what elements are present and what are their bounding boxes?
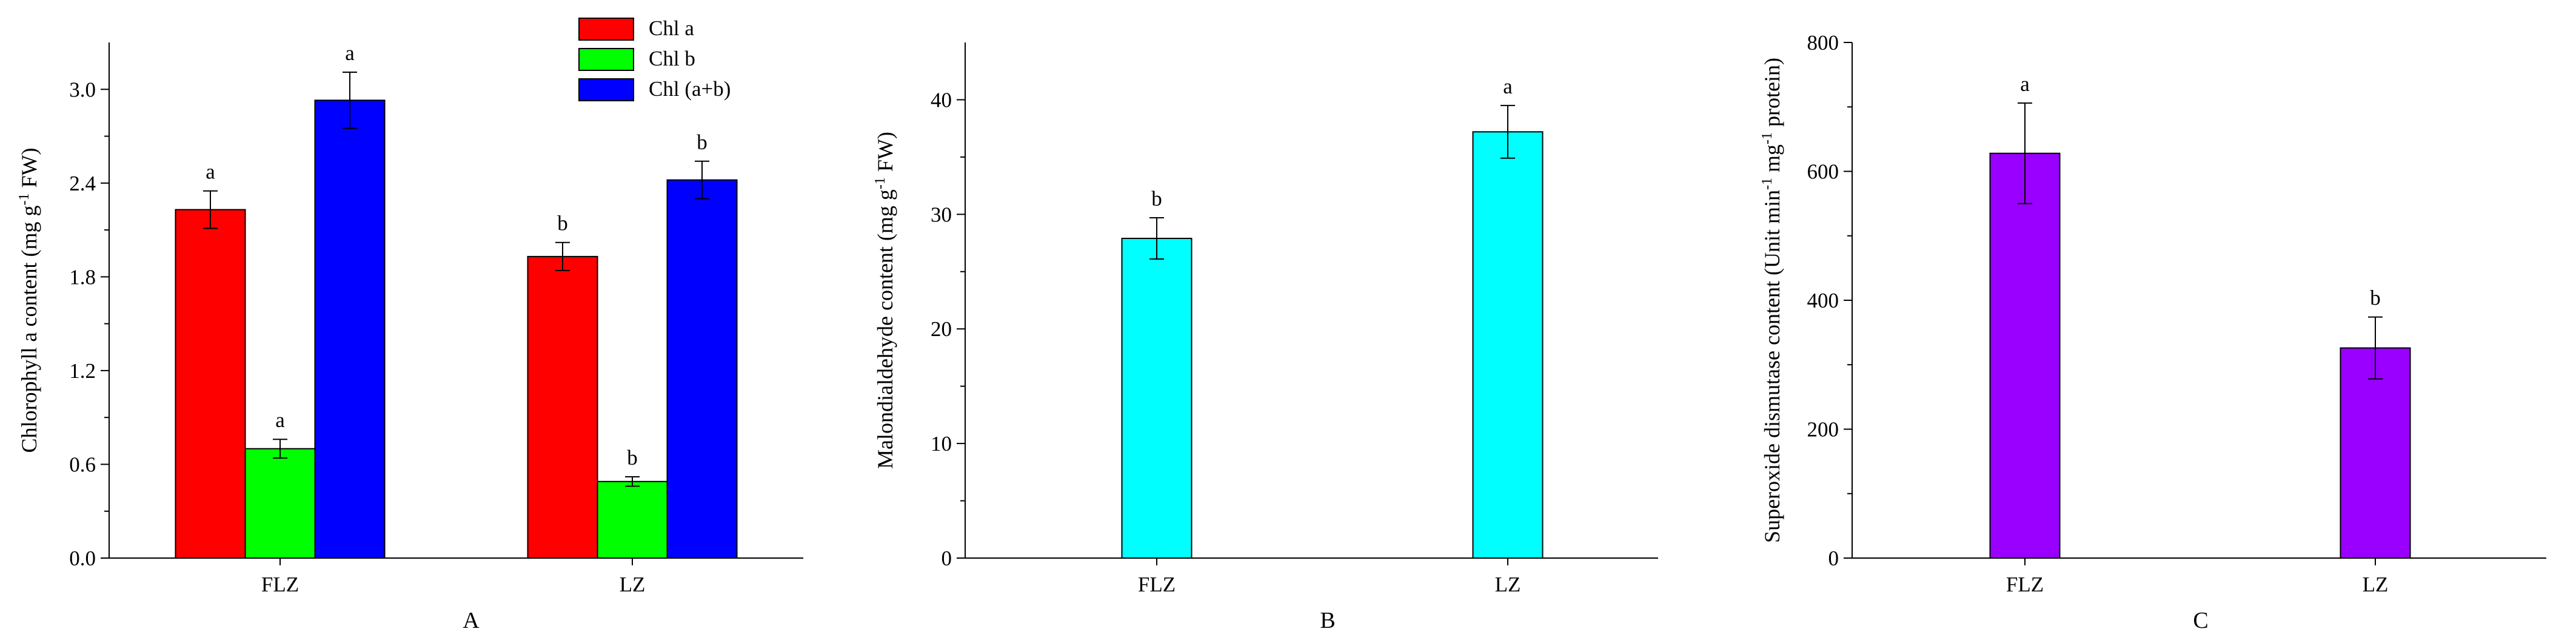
y-axis-title-part: Chlorophyll a content (mg g xyxy=(17,206,41,453)
bar xyxy=(1472,131,1544,559)
legend-swatch xyxy=(578,18,634,41)
significance-letter: b xyxy=(697,130,708,154)
y-axis-title-part: -1 xyxy=(1759,178,1775,190)
y-tick-label: 40 xyxy=(931,88,952,112)
y-axis-title-part: Malondialdehyde content (mg g xyxy=(873,189,897,469)
x-tick-label: FLZ xyxy=(1138,573,1176,596)
x-tick-label: FLZ xyxy=(2006,573,2044,596)
y-tick-label: 1.2 xyxy=(69,359,96,383)
y-axis-title-part: -1 xyxy=(872,177,888,189)
y-tick-label: 600 xyxy=(1807,160,1839,184)
panel-label: B xyxy=(1320,608,1335,633)
legend-swatch xyxy=(578,48,634,71)
y-axis-title-part: FW) xyxy=(873,132,897,177)
y-tick-label: 400 xyxy=(1807,289,1839,312)
y-tick-label: 1.8 xyxy=(69,265,96,289)
legend-swatch xyxy=(578,78,634,101)
y-axis-title-part: FW) xyxy=(17,148,41,194)
y-axis-title-part: mg xyxy=(1760,144,1784,178)
x-tick-label: LZ xyxy=(1495,573,1521,596)
legend: Chl a Chl b Chl (a+b) xyxy=(578,16,731,101)
x-tick-label: LZ xyxy=(2363,573,2389,596)
panel-a: 0.0 0.6 1.2 1.8 2.4 3.0 FLZ LZ A Chlorophyll a co… xyxy=(16,16,803,633)
legend-label: Chl b xyxy=(649,47,695,70)
bar xyxy=(175,209,246,559)
legend-label: Chl (a+b) xyxy=(649,77,731,101)
significance-letter: b xyxy=(1151,187,1162,210)
significance-letter: a xyxy=(345,41,355,65)
panel-label: A xyxy=(463,608,480,633)
significance-letter: a xyxy=(275,408,285,432)
y-axis-title: Chlorophyll a content (mg g-1 FW) xyxy=(16,148,41,453)
bar xyxy=(527,255,598,559)
bar xyxy=(1989,152,2061,559)
y-axis-title-part: Superoxide dismutase content (Unit min xyxy=(1760,190,1784,543)
y-tick-label: 0.0 xyxy=(69,547,96,570)
panel-c: 0 200 400 600 800 FLZ LZ C Superoxide dismutase … xyxy=(1759,31,2546,633)
legend-label: Chl a xyxy=(649,16,694,40)
y-axis-title: Superoxide dismutase content (Unit min-1… xyxy=(1759,58,1784,543)
bar xyxy=(244,448,316,559)
x-tick-label: FLZ xyxy=(261,573,299,596)
bar xyxy=(666,179,738,559)
bar xyxy=(2340,347,2411,559)
significance-letter: b xyxy=(2370,286,2381,310)
bar xyxy=(1121,238,1193,559)
y-tick-label: 20 xyxy=(931,317,952,341)
significance-letter: a xyxy=(206,160,215,184)
bar xyxy=(597,480,668,559)
significance-letter: a xyxy=(2020,72,2030,96)
y-tick-label: 0 xyxy=(942,547,952,570)
y-tick-label: 0.6 xyxy=(69,453,96,476)
y-tick-label: 3.0 xyxy=(69,78,96,101)
panel-label: C xyxy=(2193,608,2208,633)
y-tick-label: 200 xyxy=(1807,418,1839,442)
y-axis-title-part: -1 xyxy=(16,194,32,206)
y-axis-title: Malondialdehyde content (mg g-1 FW) xyxy=(872,132,897,469)
significance-letter: b xyxy=(557,212,568,235)
y-tick-label: 10 xyxy=(931,432,952,456)
y-tick-label: 30 xyxy=(931,203,952,226)
y-axis-title-part: -1 xyxy=(1759,132,1775,144)
y-tick-label: 800 xyxy=(1807,31,1839,55)
significance-letter: b xyxy=(627,446,638,470)
y-tick-label: 0 xyxy=(1828,547,1839,570)
panel-b: 0 10 20 30 40 FLZ LZ B Malondialdehyde content (… xyxy=(872,42,1658,633)
bar xyxy=(314,99,386,559)
y-axis-title-part: protein) xyxy=(1760,58,1784,132)
x-tick-label: LZ xyxy=(620,573,646,596)
significance-letter: a xyxy=(1503,75,1513,98)
y-tick-label: 2.4 xyxy=(69,172,96,195)
